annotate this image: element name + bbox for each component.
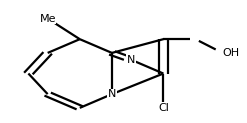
Text: OH: OH — [223, 48, 240, 58]
Text: Me: Me — [40, 14, 56, 24]
Text: N: N — [108, 89, 116, 99]
Text: Cl: Cl — [158, 103, 169, 113]
Text: N: N — [127, 55, 135, 65]
